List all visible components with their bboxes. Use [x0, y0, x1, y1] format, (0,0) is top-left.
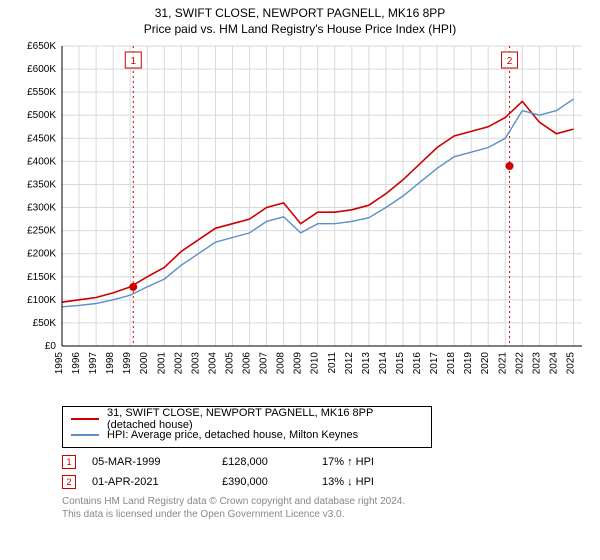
svg-text:£400K: £400K [27, 156, 56, 167]
svg-text:£600K: £600K [27, 64, 56, 75]
marker-number-box: 1 [62, 455, 76, 469]
legend-item: 31, SWIFT CLOSE, NEWPORT PAGNELL, MK16 8… [71, 411, 423, 427]
legend-swatch [71, 434, 99, 436]
marker-table: 1 05-MAR-1999£128,00017% ↑ HPI 2 01-APR-202… [62, 452, 590, 492]
marker-number-box: 2 [62, 475, 76, 489]
svg-text:2013: 2013 [361, 352, 372, 375]
marker-hpi: 13% ↓ HPI [322, 476, 422, 488]
svg-text:£350K: £350K [27, 179, 56, 190]
svg-text:£550K: £550K [27, 87, 56, 98]
marker-row: 1 05-MAR-1999£128,00017% ↑ HPI [62, 452, 590, 472]
legend-swatch [71, 418, 99, 420]
svg-text:1995: 1995 [54, 352, 65, 375]
svg-text:£50K: £50K [33, 318, 57, 329]
svg-text:2015: 2015 [395, 352, 406, 375]
svg-text:£250K: £250K [27, 226, 56, 237]
svg-text:2022: 2022 [514, 352, 525, 375]
svg-text:2023: 2023 [531, 352, 542, 375]
svg-text:2012: 2012 [344, 352, 355, 375]
svg-text:2024: 2024 [548, 352, 559, 375]
svg-text:£0: £0 [45, 341, 57, 352]
marker-price: £390,000 [222, 476, 322, 488]
svg-text:£200K: £200K [27, 249, 56, 260]
svg-text:£500K: £500K [27, 110, 56, 121]
svg-text:2021: 2021 [497, 352, 508, 375]
svg-text:1997: 1997 [88, 352, 99, 375]
marker-date: 01-APR-2021 [92, 476, 222, 488]
svg-text:1999: 1999 [122, 352, 133, 375]
marker-price: £128,000 [222, 456, 322, 468]
svg-text:2019: 2019 [463, 352, 474, 375]
svg-text:2004: 2004 [207, 352, 218, 375]
svg-text:2017: 2017 [429, 352, 440, 375]
svg-text:2025: 2025 [565, 352, 576, 375]
svg-text:2014: 2014 [378, 352, 389, 375]
svg-text:2010: 2010 [310, 352, 321, 375]
svg-text:2003: 2003 [190, 352, 201, 375]
svg-text:£150K: £150K [27, 272, 56, 283]
attribution: Contains HM Land Registry data © Crown c… [62, 496, 582, 521]
svg-text:2008: 2008 [276, 352, 287, 375]
marker-row: 2 01-APR-2021£390,00013% ↓ HPI [62, 472, 590, 492]
line-chart: £0 £50K £100K £150K £200K £250K £300K £350K £400… [10, 40, 590, 400]
page-title: 31, SWIFT CLOSE, NEWPORT PAGNELL, MK16 8… [10, 6, 590, 20]
svg-text:2020: 2020 [480, 352, 491, 375]
svg-text:1: 1 [130, 56, 136, 67]
attribution-line1: Contains HM Land Registry data © Crown c… [62, 496, 582, 509]
svg-text:£450K: £450K [27, 133, 56, 144]
marker-date: 05-MAR-1999 [92, 456, 222, 468]
svg-text:£100K: £100K [27, 295, 56, 306]
svg-text:2018: 2018 [446, 352, 457, 375]
legend-label: 31, SWIFT CLOSE, NEWPORT PAGNELL, MK16 8… [107, 407, 423, 431]
svg-text:2: 2 [507, 56, 513, 67]
container: 31, SWIFT CLOSE, NEWPORT PAGNELL, MK16 8… [0, 0, 600, 560]
marker-hpi: 17% ↑ HPI [322, 456, 422, 468]
svg-text:£650K: £650K [27, 41, 56, 52]
legend: 31, SWIFT CLOSE, NEWPORT PAGNELL, MK16 8… [62, 406, 432, 448]
legend-label: HPI: Average price, detached house, Milt… [107, 429, 358, 441]
svg-text:1996: 1996 [71, 352, 82, 375]
svg-text:2009: 2009 [293, 352, 304, 375]
svg-text:2005: 2005 [224, 352, 235, 375]
svg-text:2002: 2002 [173, 352, 184, 375]
svg-text:2001: 2001 [156, 352, 167, 375]
svg-text:2016: 2016 [412, 352, 423, 375]
svg-text:1998: 1998 [105, 352, 116, 375]
svg-text:£300K: £300K [27, 203, 56, 214]
chart-area: £0 £50K £100K £150K £200K £250K £300K £350K £400… [10, 40, 590, 400]
page-subtitle: Price paid vs. HM Land Registry's House … [10, 22, 590, 36]
svg-text:2011: 2011 [327, 352, 338, 374]
svg-text:2007: 2007 [259, 352, 270, 375]
title-block: 31, SWIFT CLOSE, NEWPORT PAGNELL, MK16 8… [10, 6, 590, 36]
attribution-line2: This data is licensed under the Open Gov… [62, 509, 582, 522]
svg-text:2006: 2006 [242, 352, 253, 375]
svg-text:2000: 2000 [139, 352, 150, 375]
